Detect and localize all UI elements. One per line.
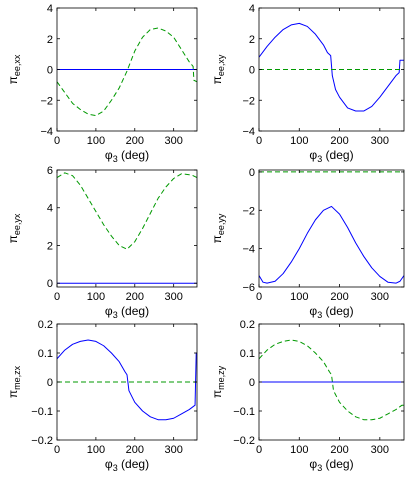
y-tick-label: 0 (249, 167, 255, 179)
y-tick-label: 0.1 (38, 348, 53, 360)
y-tick-label: −4 (242, 126, 255, 138)
x-tick-label: 300 (164, 444, 182, 456)
panel-5: 0 100 200 300 0.2 0.1 0 −0.1 −0.2 φ3 (deg) πme,zx (6, 319, 198, 473)
panel-3-series (57, 172, 197, 284)
x-tick-label: 300 (164, 291, 182, 303)
x-tick-label: 200 (126, 291, 144, 303)
x-tick-label: 0 (256, 135, 262, 147)
y-tick-label: 0 (47, 65, 53, 77)
panel-6: 0 100 200 300 0.2 0.1 0 −0.1 −0.2 φ3 (deg) πme,zy (210, 319, 405, 473)
y-tick-label: −0.1 (31, 406, 53, 418)
y-tick-label: −2 (242, 95, 255, 107)
x-tick-label: 100 (290, 444, 308, 456)
x-tick-label: 0 (54, 135, 60, 147)
panel-2-series (259, 22, 404, 112)
y-axis-label: πee,yx (6, 213, 22, 243)
x-tick-label: 200 (330, 135, 348, 147)
axes-box (56, 169, 198, 288)
y-tick-label: 4 (47, 203, 53, 215)
series-dashed-line (57, 172, 197, 250)
y-tick-label: −4 (242, 244, 255, 256)
y-tick-label: −2 (242, 205, 255, 217)
x-axis-label: φ3 (deg) (309, 457, 353, 473)
y-tick-label: −6 (242, 282, 255, 294)
x-tick-label: 0 (54, 444, 60, 456)
x-tick-label: 200 (330, 444, 348, 456)
x-tick-label: 200 (126, 444, 144, 456)
panel-1: 0 100 200 300 4 2 0 −2 −4 φ3 (deg) πee,xx (6, 3, 198, 164)
y-axis-label: πee,xy (210, 54, 226, 84)
panel-6-series (259, 339, 404, 421)
y-tick-label: 0.1 (240, 348, 255, 360)
x-tick-label: 0 (256, 444, 262, 456)
x-tick-label: 0 (54, 291, 60, 303)
x-tick-label: 100 (87, 291, 105, 303)
y-tick-label: 0 (249, 377, 255, 389)
x-tick-label: 100 (87, 444, 105, 456)
x-tick-label: 300 (164, 135, 182, 147)
y-axis-label: πee,xx (6, 54, 22, 84)
panel-4: 0 100 200 300 0 −2 −4 −6 φ3 (deg) πee,yy (210, 167, 405, 320)
x-axis-label: φ3 (deg) (309, 148, 353, 164)
x-tick-label: 300 (371, 135, 389, 147)
x-tick-label: 200 (330, 291, 348, 303)
y-tick-label: −0.1 (233, 406, 255, 418)
y-tick-label: 0 (47, 377, 53, 389)
axes-box (258, 169, 405, 288)
y-tick-label: −0.2 (233, 435, 255, 447)
y-tick-label: 2 (249, 34, 255, 46)
x-tick-label: 100 (290, 291, 308, 303)
x-tick-label: 200 (126, 135, 144, 147)
y-tick-label: 0 (47, 278, 53, 290)
panel-2: 0 100 200 300 4 2 0 −2 −4 φ3 (deg) πee,xy (210, 3, 405, 164)
series-dashed-line (259, 339, 404, 421)
panel-4-series (259, 171, 404, 284)
y-tick-label: 2 (47, 34, 53, 46)
x-tick-label: 100 (87, 135, 105, 147)
x-axis-label: φ3 (deg) (105, 304, 149, 320)
x-axis-label: φ3 (deg) (105, 148, 149, 164)
panel-5-series (57, 339, 197, 421)
y-tick-label: 2 (47, 240, 53, 252)
x-tick-label: 100 (290, 135, 308, 147)
y-tick-label: 4 (249, 3, 255, 15)
y-axis-label: πme,zy (210, 365, 226, 398)
x-tick-label: 0 (256, 291, 262, 303)
series-solid-line (259, 205, 404, 284)
y-axis-label: πee,yy (210, 213, 226, 243)
panel-3: 0 100 200 300 6 4 2 0 φ3 (deg) πee,yx (6, 165, 198, 320)
y-tick-label: −4 (40, 126, 53, 138)
y-tick-label: 0 (249, 65, 255, 77)
series-dashed-line (57, 27, 197, 117)
x-axis-label: φ3 (deg) (105, 457, 149, 473)
panel-1-series (57, 27, 197, 117)
series-solid-line (259, 22, 404, 112)
series-solid-line (57, 339, 197, 421)
y-tick-label: 0.2 (240, 319, 255, 331)
x-axis-label: φ3 (deg) (309, 304, 353, 320)
y-tick-label: −2 (40, 95, 53, 107)
y-tick-label: 6 (47, 165, 53, 177)
x-tick-label: 300 (371, 291, 389, 303)
y-tick-label: 0.2 (38, 319, 53, 331)
y-tick-label: 4 (47, 3, 53, 15)
y-tick-label: −0.2 (31, 435, 53, 447)
y-axis-label: πme,zx (6, 365, 22, 398)
x-tick-label: 300 (371, 444, 389, 456)
